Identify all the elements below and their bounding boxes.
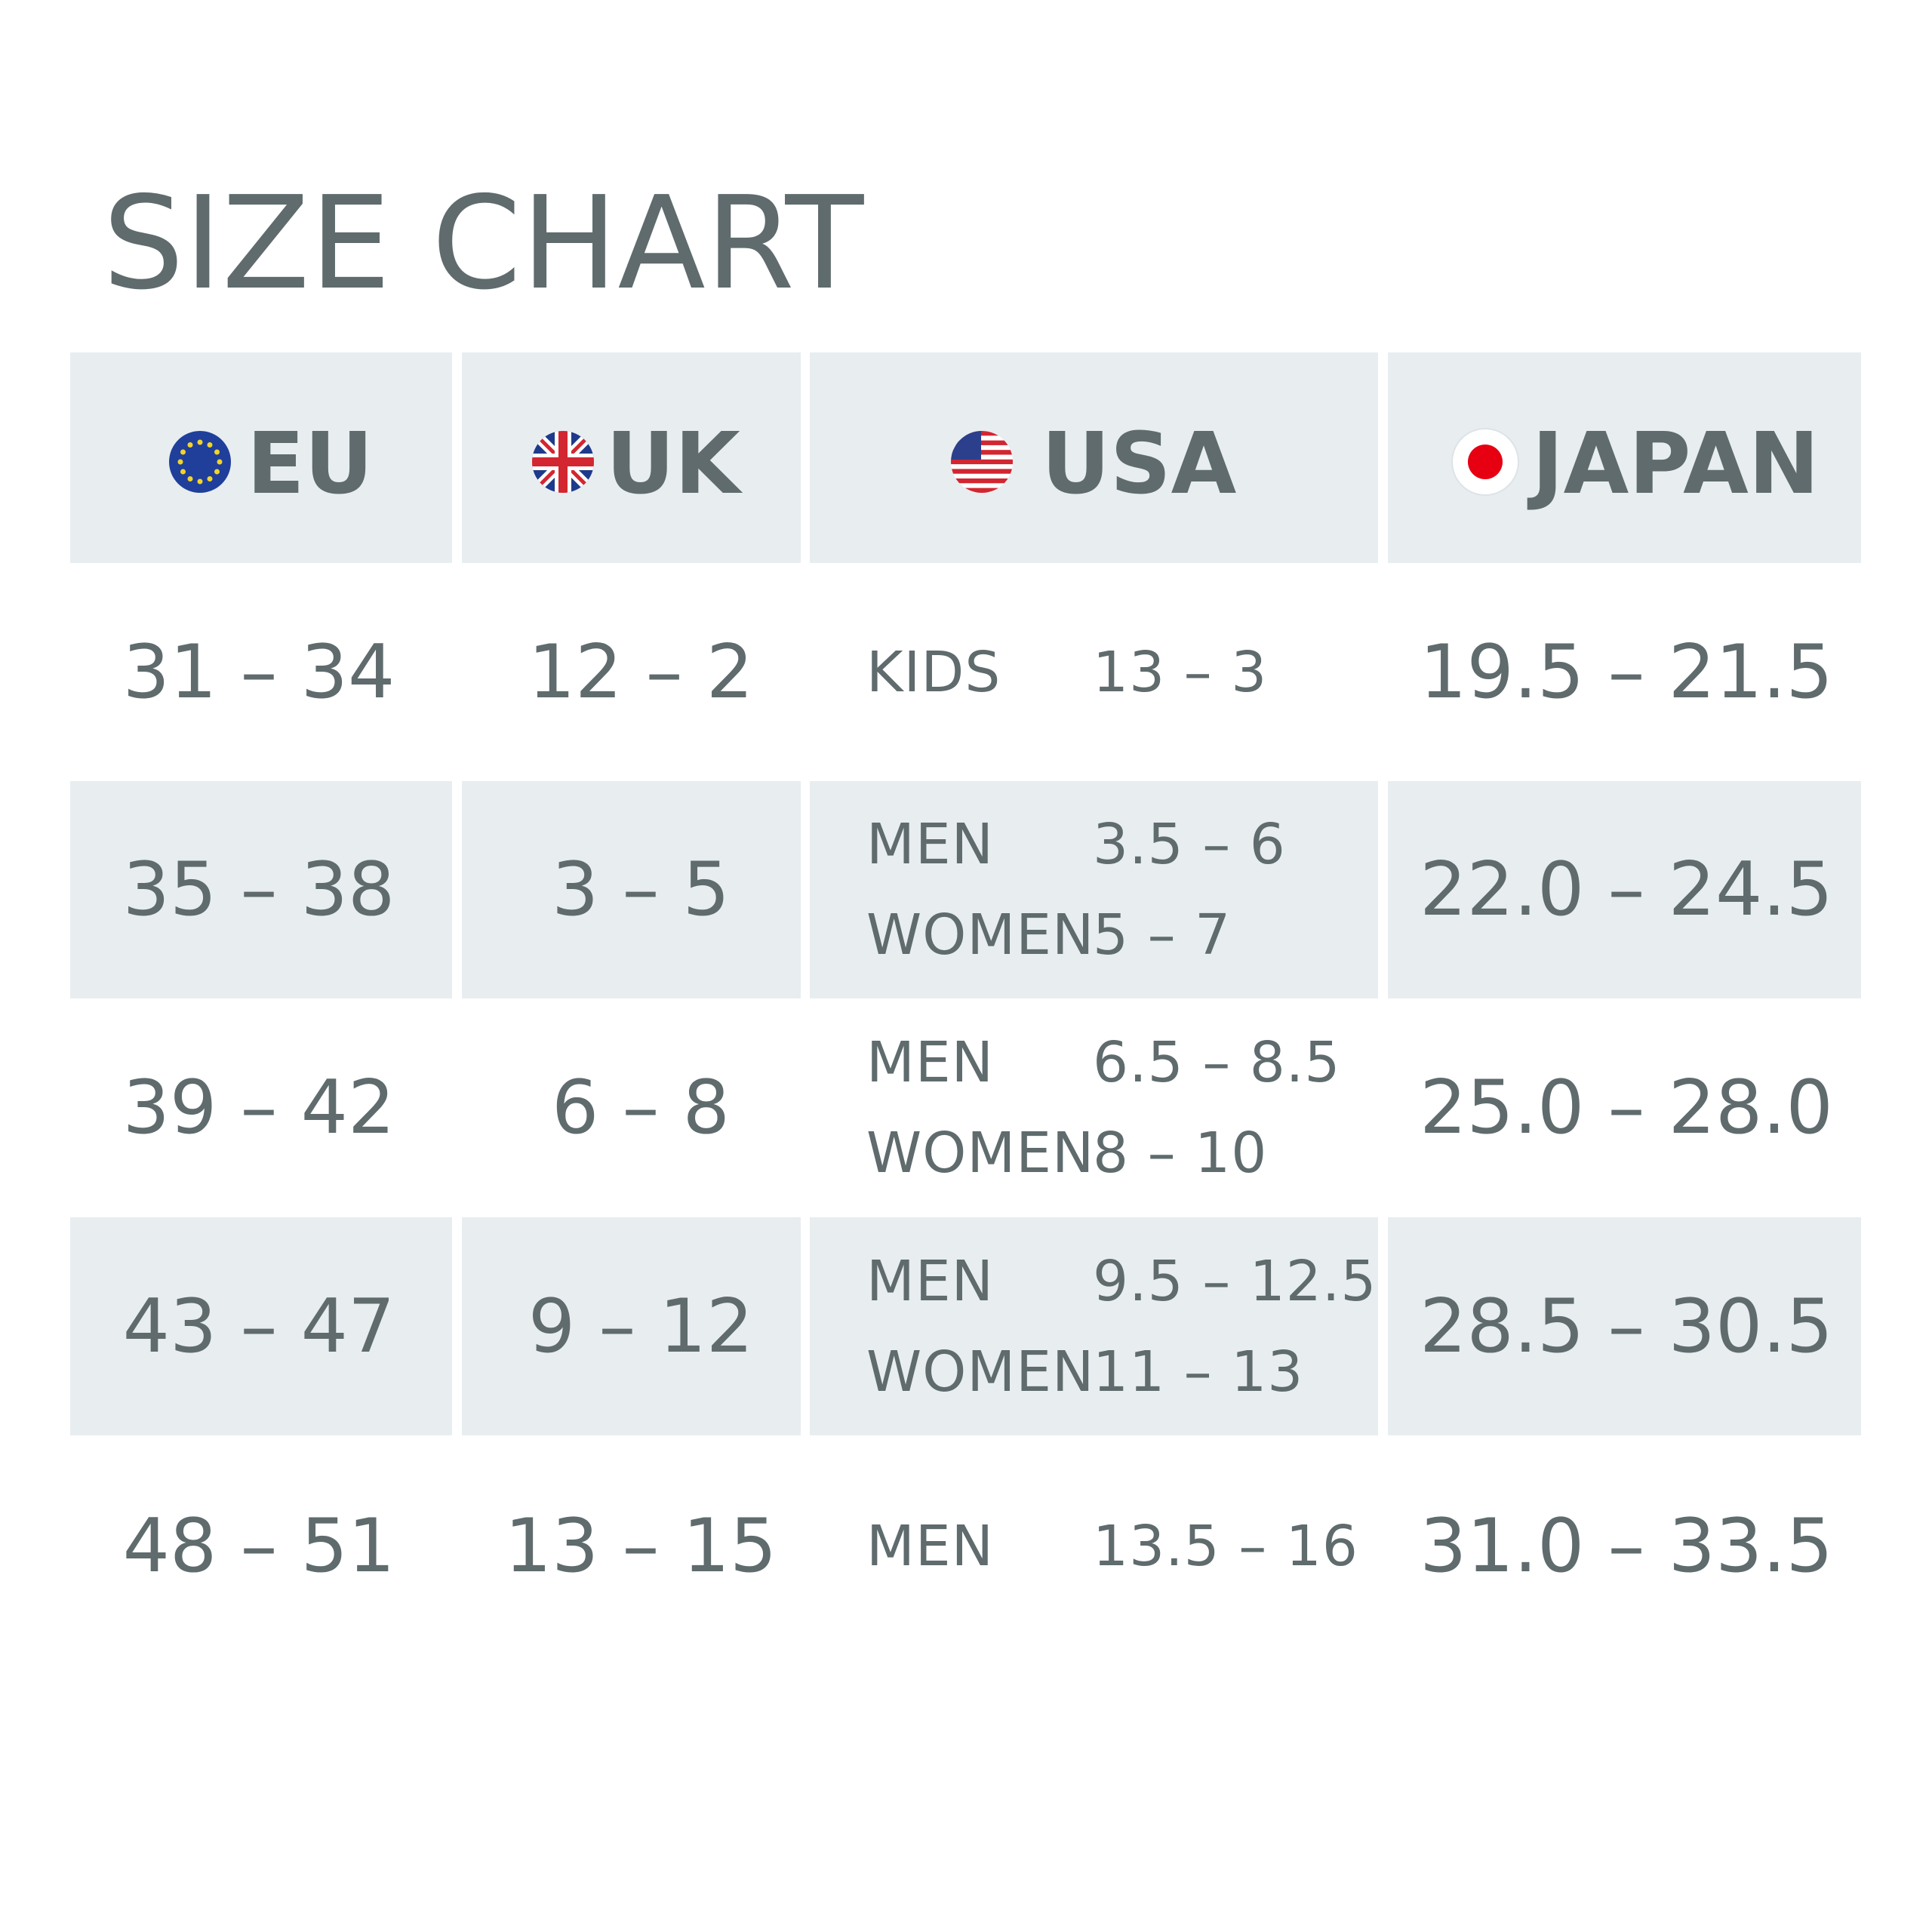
japan-size: 19.5 – 21.5 [1420,629,1833,715]
japan-size: 31.0 – 33.5 [1420,1503,1833,1589]
usa-size: 9.5 – 12.5 [1093,1248,1377,1314]
cell-background [1388,781,1861,998]
eu-size: 39 – 42 [122,1065,395,1151]
usa-size: 8 – 10 [1093,1121,1268,1186]
japan-size: 22.0 – 24.5 [1420,847,1833,933]
column-header: JAPAN [1532,414,1820,513]
usa-group: WOMEN [866,1339,1095,1404]
cell-background [70,1217,452,1435]
cell-background [810,781,1378,998]
usa-size: 6.5 – 8.5 [1093,1030,1341,1095]
usa-size: 3.5 – 6 [1093,812,1286,877]
cell-background [810,1217,1378,1435]
title: SIZE CHART [103,169,864,318]
eu-flag [169,431,231,493]
uk-size: 6 – 8 [551,1065,731,1151]
eu-size: 35 – 38 [122,847,395,933]
usa-group: WOMEN [866,1121,1095,1186]
usa-group: MEN [866,1248,994,1314]
column-header: UK [606,414,740,513]
japan-size: 25.0 – 28.0 [1420,1065,1833,1151]
cell-background [810,352,1378,563]
japan-size: 28.5 – 30.5 [1420,1283,1833,1370]
usa-group: MEN [866,1514,994,1579]
usa-group: MEN [866,812,994,877]
usa-group: KIDS [866,639,1001,705]
cell-background [70,352,452,563]
uk-flag [532,431,594,493]
column-header: EU [247,414,374,513]
eu-size: 43 – 47 [122,1283,395,1370]
usa-size: 5 – 7 [1093,903,1232,968]
cell-background [462,1217,801,1435]
uk-size: 12 – 2 [528,629,754,715]
uk-size: 9 – 12 [528,1283,754,1370]
usa-group: MEN [866,1030,994,1095]
usa-size: 13.5 – 16 [1093,1514,1358,1579]
japan-flag [1451,428,1519,496]
usa-group: WOMEN [866,903,1095,968]
uk-size: 13 – 15 [504,1503,777,1589]
cell-background [70,781,452,998]
cell-background [462,352,801,563]
cell-background [462,781,801,998]
eu-size: 31 – 34 [122,629,395,715]
cell-background [1388,1217,1861,1435]
eu-size: 48 – 51 [122,1503,395,1589]
usa-flag [951,431,1013,493]
usa-size: 13 – 3 [1093,639,1268,705]
usa-size: 11 – 13 [1093,1339,1304,1404]
column-header: USA [1041,414,1237,513]
uk-size: 3 – 5 [551,847,731,933]
